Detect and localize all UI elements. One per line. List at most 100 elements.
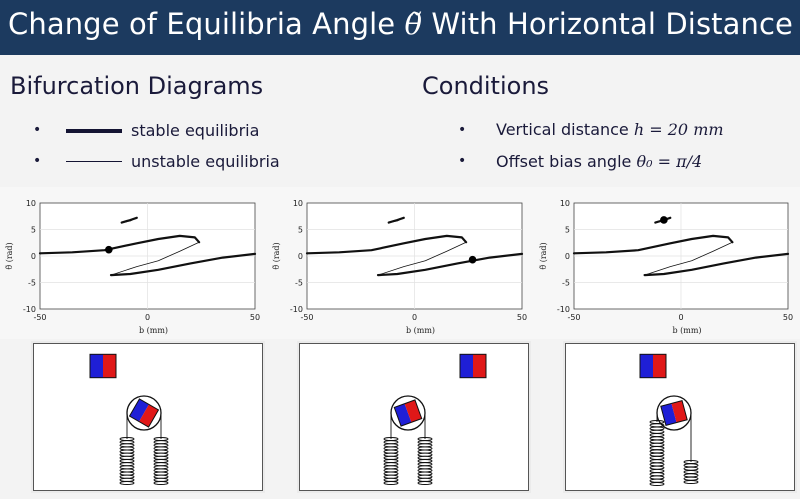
stable-line-swatch [66, 129, 122, 133]
spring-coil [417, 452, 433, 457]
spring-coil [153, 449, 169, 454]
x-tick-label: -50 [33, 313, 46, 322]
magnet-blue-pole [460, 354, 473, 378]
magnet-red-pole [103, 354, 116, 378]
magnet-blue-pole [129, 398, 149, 422]
spring-coil [153, 471, 169, 476]
spring-coil [417, 462, 433, 467]
fixed-magnet [639, 353, 667, 379]
spring-coil [649, 482, 665, 486]
bifurcation-plot-1: 10 5 0 -5 -10 -50 0 50 b (mm) θ̃ (rad) [0, 187, 267, 339]
bifurcation-plot-3: 10 5 0 -5 -10 -50 0 50 b (mm) θ̃ (rad) [534, 187, 800, 339]
spring-coil [119, 446, 135, 451]
bifurcation-plot-2: 10 5 0 -5 -10 -50 0 50 b (mm) θ̃ (rad) [267, 187, 534, 339]
bullet-dot: • [458, 153, 467, 169]
bullet-dot: • [33, 122, 42, 138]
spring-coil [153, 477, 169, 482]
spring-coil [417, 443, 433, 448]
x-tick-label: 50 [517, 313, 527, 322]
spring-coil [383, 452, 399, 457]
fixed-magnet [459, 353, 487, 379]
y-tick-label: -10 [23, 305, 36, 314]
spring-coil [153, 443, 169, 448]
x-tick-label: 0 [678, 313, 683, 322]
spring-coil [383, 481, 399, 485]
spring-coil [383, 474, 399, 479]
spring-coil [153, 446, 169, 451]
magnet-outline [89, 353, 117, 379]
spring-coil [153, 459, 169, 463]
spring-coil [649, 455, 665, 460]
spring-coil [417, 477, 433, 482]
stable-branch [305, 234, 468, 255]
spring-coil [683, 466, 699, 471]
legend-stable-label: stable equilibria [131, 121, 260, 140]
magnet-outline [459, 353, 487, 379]
spring-coil [119, 481, 135, 485]
spring-coil [383, 468, 399, 473]
spring-coil [383, 449, 399, 454]
title-theta: θ̃ [404, 7, 423, 41]
condition-math: θ₀ = π/4 [636, 152, 703, 171]
rotating-magnet [128, 398, 160, 428]
spring-coil [649, 442, 665, 447]
spring-coil [417, 455, 433, 460]
spring-coil [417, 440, 433, 445]
spring-coil [417, 468, 433, 473]
condition-vertical-distance: Vertical distance h = 20 mm [496, 120, 724, 139]
y-tick-label: 5 [565, 226, 570, 235]
spring-coil [383, 455, 399, 460]
spring-coil [683, 476, 699, 481]
spring-coil [417, 449, 433, 454]
spring-coil [119, 455, 135, 460]
y-tick-label: -10 [290, 305, 303, 314]
magnet-outline [393, 399, 423, 427]
magnet-outline [128, 398, 160, 428]
spring-coil [153, 440, 169, 445]
bullet-dot: • [458, 122, 467, 138]
bullet-dot: • [33, 153, 42, 169]
magnet-blue-pole [640, 354, 653, 378]
spring-coil [417, 481, 433, 485]
spring-coil [153, 462, 169, 467]
spring-coil [119, 459, 135, 463]
spring-coil [417, 446, 433, 451]
stable-branch [572, 234, 734, 255]
x-tick-label: 50 [250, 313, 260, 322]
unstable-branch [377, 241, 467, 276]
spring-coil [119, 474, 135, 479]
magnet-blue-pole [394, 403, 412, 427]
spring-coil [417, 474, 433, 479]
stable-branch [109, 252, 257, 277]
magnet-scene-2 [297, 341, 531, 493]
y-tick-label: 10 [293, 199, 303, 208]
spring-coil [119, 449, 135, 454]
spring-coil [119, 443, 135, 448]
equilibrium-marker [105, 245, 113, 254]
spring-coil [417, 459, 433, 463]
fixed-magnet [89, 353, 117, 379]
spring-coil [153, 474, 169, 479]
spring-coil [649, 472, 665, 477]
spring-coil [649, 452, 665, 457]
spring-coil [649, 446, 665, 451]
x-tick-label: 0 [412, 313, 417, 322]
legend-unstable-label: unstable equilibria [131, 152, 280, 171]
equilibrium-marker [468, 255, 477, 264]
page-title: Change of Equilibria Angle θ̃ With Horiz… [8, 7, 800, 41]
scene-svg [89, 353, 169, 485]
spring-coil [649, 465, 665, 470]
spring-coil [119, 440, 135, 445]
x-tick-label: 50 [783, 313, 793, 322]
spring-coil [649, 429, 665, 434]
spring-coil [649, 459, 665, 464]
spring-coil [383, 459, 399, 463]
x-axis-label: b (mm) [406, 326, 435, 335]
spring-coil [383, 446, 399, 451]
magnet-red-pole [653, 354, 666, 378]
spring-coil [383, 462, 399, 467]
spring-coil [153, 481, 169, 485]
equilibrium-marker [660, 216, 668, 224]
spring-coil [119, 471, 135, 476]
